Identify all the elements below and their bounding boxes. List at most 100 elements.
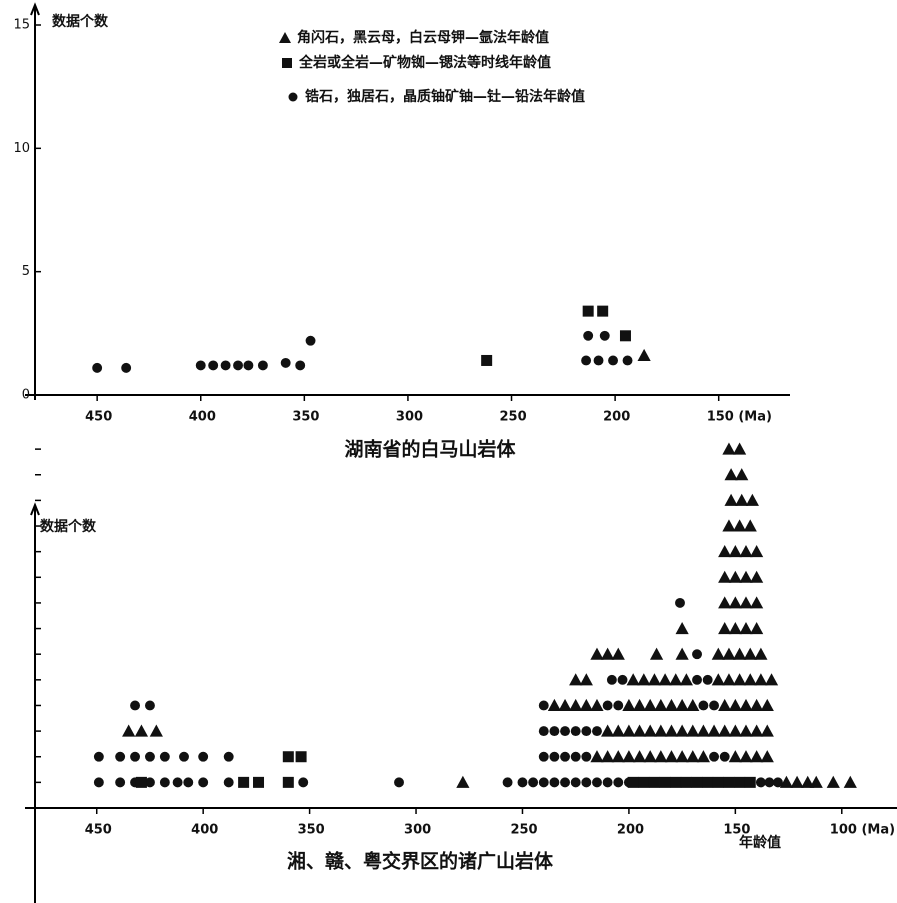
point [632, 750, 647, 763]
point [638, 776, 650, 788]
point [145, 751, 155, 762]
point [643, 698, 657, 711]
point [709, 751, 720, 762]
point [172, 777, 183, 788]
point [739, 724, 753, 737]
point [637, 673, 651, 686]
point [739, 750, 753, 763]
point [583, 330, 594, 341]
point [750, 621, 764, 635]
x-tick-label: 300 [396, 410, 423, 425]
point [790, 775, 804, 788]
x-tick-label: 400 [191, 823, 218, 838]
point [649, 647, 664, 660]
point [826, 775, 840, 788]
point [735, 493, 749, 506]
legend-marker [288, 92, 298, 102]
legend-marker [282, 58, 292, 68]
point [121, 362, 132, 373]
point [764, 777, 775, 788]
point [622, 698, 636, 711]
point [581, 777, 592, 788]
point [195, 360, 206, 371]
point [722, 519, 736, 532]
point [745, 493, 759, 506]
point [728, 724, 742, 737]
point [145, 700, 155, 711]
point [722, 647, 736, 660]
point [675, 647, 689, 660]
point [664, 698, 679, 711]
point [755, 777, 766, 788]
point [739, 621, 753, 635]
point [538, 726, 549, 737]
point [735, 468, 749, 481]
point [295, 360, 306, 371]
point [750, 724, 764, 737]
point [394, 777, 404, 788]
point [654, 724, 668, 737]
legend-label: 锆石，独居石，晶质铀矿铀—钍—铅法年龄值 [305, 88, 585, 105]
y-tick-label: 10 [13, 141, 30, 156]
point [208, 360, 219, 371]
point [590, 698, 604, 711]
point [754, 673, 768, 686]
point [632, 724, 647, 737]
point [613, 700, 624, 711]
point [593, 355, 604, 366]
point [549, 751, 560, 762]
point [718, 698, 732, 711]
point [722, 673, 736, 686]
point [149, 724, 163, 737]
point [772, 777, 783, 788]
point [734, 776, 746, 788]
point [183, 777, 194, 788]
point [718, 545, 732, 558]
point [602, 777, 613, 788]
point [592, 726, 602, 737]
point [750, 698, 764, 711]
point [675, 724, 689, 737]
y-axis-arrow [30, 502, 40, 516]
point [739, 545, 753, 558]
x-tick-label: 250 [500, 410, 527, 425]
point [692, 649, 702, 660]
x-tick-label: 100 (Ma) [830, 823, 895, 838]
point [722, 442, 736, 455]
point [145, 777, 155, 788]
x-tick-label: 150 (Ma) [707, 410, 772, 425]
point [626, 673, 640, 686]
point [549, 726, 560, 737]
y-axis-label: 数据个数 [40, 518, 97, 535]
point [257, 360, 268, 371]
point [597, 305, 609, 317]
point [198, 751, 209, 762]
point [643, 750, 657, 763]
point [809, 775, 823, 788]
point [608, 355, 618, 366]
point [733, 673, 747, 686]
point [750, 596, 764, 609]
point [517, 777, 528, 788]
point [305, 335, 316, 346]
point [743, 647, 757, 660]
point [707, 724, 721, 737]
point [560, 777, 570, 788]
point [711, 647, 725, 660]
point [686, 698, 700, 711]
x-tick-label: 450 [85, 410, 112, 425]
point [581, 726, 592, 737]
point [760, 750, 774, 763]
point [130, 751, 140, 762]
point [739, 570, 753, 583]
point [702, 674, 713, 685]
point [696, 724, 711, 737]
x-tick-label: 350 [292, 410, 319, 425]
point [702, 776, 714, 788]
point [601, 647, 615, 660]
y-tick-label: 0 [22, 388, 30, 403]
point [93, 777, 104, 788]
point [622, 355, 633, 366]
